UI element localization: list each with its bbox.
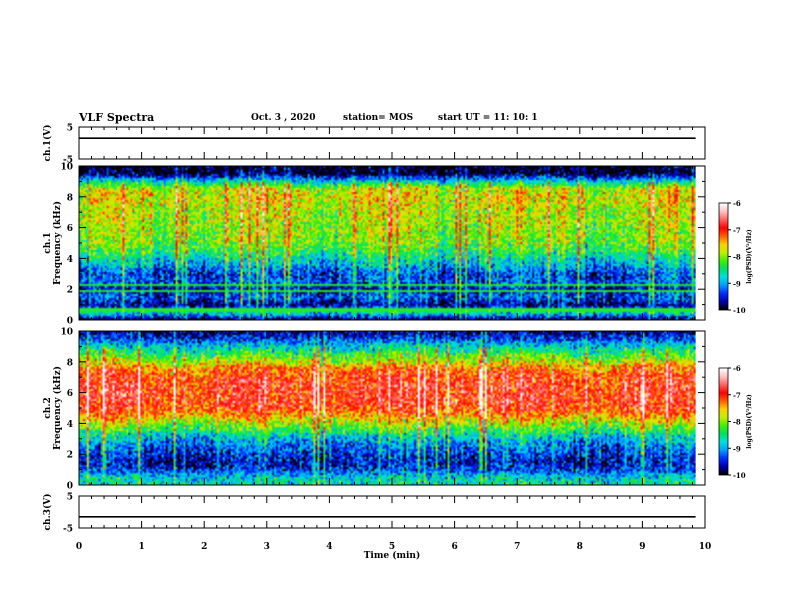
colorbar-label: log(PSD)(V²/Hz): [746, 229, 753, 284]
y-tick-label: 5: [67, 124, 73, 134]
x-tick-label: 5: [389, 542, 395, 552]
colorbar-tick-label: -6: [733, 199, 741, 208]
y-tick-label: 6: [67, 389, 73, 399]
ch1-spectrogram-image: [79, 166, 696, 320]
y-tick-label: 10: [60, 328, 73, 338]
x-tick-label: 7: [514, 542, 520, 552]
colorbar-1: [719, 203, 728, 310]
colorbar-tick-label: -10: [733, 306, 746, 315]
y-axis-label-frequency: Frequency (kHz): [52, 201, 63, 285]
y-tick-label: 5: [67, 493, 73, 503]
y-axis-label: ch.1(V): [42, 125, 53, 162]
y-tick-label: 2: [67, 286, 73, 296]
x-tick-label: 1: [138, 542, 144, 552]
x-tick-label: 2: [201, 542, 207, 552]
station-label: station= MOS: [343, 113, 414, 123]
y-tick-label: 10: [60, 163, 73, 173]
colorbar-2: [719, 368, 728, 475]
y-tick-label: 4: [67, 420, 73, 430]
colorbar-tick-label: -6: [733, 364, 741, 373]
y-tick-label: 8: [67, 358, 73, 368]
y-tick-label: 2: [67, 451, 73, 461]
chart-title: VLF Spectra: [79, 111, 155, 124]
y-tick-label: 6: [67, 224, 73, 234]
x-tick-label: 8: [577, 542, 583, 552]
date-label: Oct. 3 , 2020: [251, 113, 316, 123]
colorbar-tick-label: -7: [733, 391, 741, 400]
y-tick-label: 0: [67, 317, 73, 327]
y-tick-label: -5: [63, 525, 73, 535]
x-axis-label: Time (min): [364, 550, 421, 561]
y-axis-label-channel: ch.2: [43, 397, 53, 418]
colorbar-tick-label: -9: [733, 444, 741, 453]
x-tick-label: 6: [451, 542, 457, 552]
y-axis-label-frequency: Frequency (kHz): [52, 366, 63, 450]
start-time-label: start UT = 11: 10: 1: [438, 113, 538, 123]
x-tick-label: 9: [639, 542, 645, 552]
x-tick-label: 3: [264, 542, 270, 552]
y-tick-label: 0: [67, 482, 73, 492]
y-tick-label: 4: [67, 255, 73, 265]
x-tick-label: 10: [699, 542, 712, 552]
colorbar-tick-label: -7: [733, 226, 741, 235]
colorbar-tick-label: -8: [733, 418, 741, 427]
colorbar-tick-label: -9: [733, 279, 741, 288]
ch2-spectrogram-image: [79, 331, 696, 485]
x-tick-label: 4: [326, 542, 332, 552]
colorbar-tick-label: -10: [733, 471, 746, 480]
y-tick-label: 8: [67, 193, 73, 203]
y-axis-label-channel: ch.1: [43, 232, 53, 253]
colorbar-label: log(PSD)(V²/Hz): [746, 394, 753, 449]
x-tick-label: 0: [76, 542, 82, 552]
y-tick-label: -5: [63, 156, 73, 166]
colorbar-tick-label: -8: [733, 253, 741, 262]
y-axis-label: ch.3(V): [42, 494, 53, 531]
